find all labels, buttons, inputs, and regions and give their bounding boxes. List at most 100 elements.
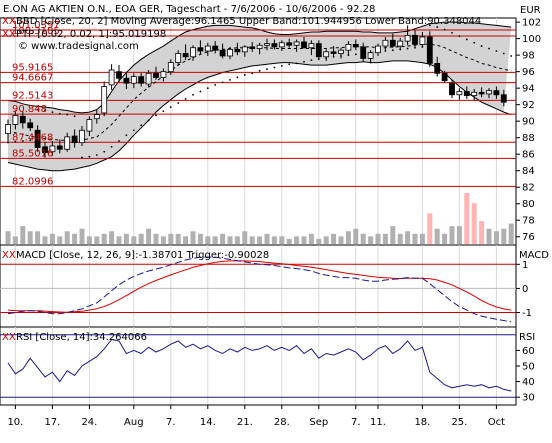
volume-bar-12: [94, 236, 100, 244]
ptp-dot-3: [29, 139, 32, 142]
ptp-dot-22: [169, 106, 172, 109]
x-tick-label-8: Sep: [309, 417, 328, 428]
candle-42: [315, 40, 322, 60]
volume-bars: [5, 193, 514, 244]
candle-body-54: [404, 34, 411, 42]
x-tick-label-11: 18.: [414, 417, 430, 428]
candle-body-3: [27, 122, 34, 129]
ptp-dot-5: [44, 109, 46, 112]
x-tick-label-2: 24.: [81, 417, 97, 428]
ptp-dot-54: [406, 47, 409, 50]
candle-body-65: [486, 90, 492, 95]
ptp-dot-63: [473, 41, 476, 44]
rsi-reference-lines: [0, 334, 516, 398]
candle-body-6: [49, 145, 56, 153]
candle-2: [19, 111, 26, 129]
ptp-dot-2: [21, 140, 24, 142]
candle-body-15: [116, 71, 122, 79]
level-labels: 82.0996 85.5016 87.4468 90.848 92.5143 94.666…: [12, 20, 60, 187]
watermark: © www.tradesignal.com: [18, 41, 139, 52]
ptp-dot-38: [288, 63, 291, 66]
candle-7: [56, 139, 63, 154]
candle-15: [116, 65, 122, 83]
candle-4: [34, 125, 41, 152]
volume-bar-20: [153, 233, 159, 244]
ptp-dot-25: [192, 93, 194, 96]
candle-body-17: [130, 76, 137, 84]
candle-52: [389, 33, 396, 48]
candle-body-30: [227, 48, 233, 57]
ptp-dot-29: [221, 81, 224, 84]
candle-body-55: [412, 34, 418, 45]
rsi-tick-label-2: 50: [522, 362, 535, 373]
candle-body-35: [264, 43, 270, 46]
x-tick-label-3: Aug: [124, 417, 144, 428]
price-axis: 76 78 80 82 84 86 88 90 92 94 96 98 100 102: [516, 18, 541, 243]
rsi-tick-label-3: 60: [522, 346, 535, 357]
macd-panel: [0, 244, 517, 328]
ptp-dot-10: [81, 156, 83, 159]
volume-bar-49: [368, 236, 374, 244]
candle-49: [367, 50, 374, 64]
bbd-marker: XX: [2, 16, 16, 27]
macd-panel-frame: [0, 244, 517, 328]
candle-11: [86, 116, 93, 137]
volume-bar-34: [257, 236, 263, 244]
candle-27: [204, 42, 211, 56]
volume-bar-29: [220, 233, 226, 244]
volume-bar-43: [323, 236, 329, 244]
candle-body-48: [360, 46, 367, 59]
ptp-dot-66: [495, 50, 498, 52]
candle-5: [42, 141, 48, 158]
candle-body-14: [108, 69, 115, 86]
volume-bar-63: [471, 203, 477, 244]
volume-bar-40: [301, 236, 307, 244]
ptp-dot-8: [66, 113, 69, 116]
candle-body-23: [175, 53, 182, 63]
candle-body-58: [434, 63, 441, 74]
candle-19: [145, 70, 152, 88]
candle-1: [12, 110, 19, 130]
volume-bar-62: [464, 193, 470, 244]
rsi-axis-label: RSI: [519, 332, 535, 343]
volume-bar-32: [242, 231, 248, 244]
ptp-dot-40: [303, 60, 305, 63]
level-label-1: 85.5016: [12, 148, 53, 159]
candle-18: [138, 72, 145, 87]
ptp-dot-7: [58, 112, 61, 115]
candle-56: [419, 32, 426, 48]
volume-bar-36: [271, 236, 277, 244]
ptp-dot-64: [480, 45, 483, 47]
support-resistance-lines: [0, 29, 516, 187]
volume-bar-11: [86, 236, 92, 244]
candle-body-11: [86, 119, 93, 132]
x-tick-label-6: 21.: [237, 417, 253, 428]
macd-tick-label-1: 0: [522, 284, 528, 295]
x-tick-label-12: 25.: [451, 417, 467, 428]
candle-63: [471, 88, 478, 101]
candle-body-9: [71, 135, 78, 144]
macd-tick-label-0: -1: [522, 308, 532, 319]
price-tick-label-0: 76: [522, 232, 535, 243]
ptp-dot-17: [132, 129, 135, 132]
candle-17: [130, 73, 137, 89]
x-tick-label-5: 14.: [200, 417, 216, 428]
ptp-dot-39: [295, 62, 298, 65]
candle-60: [449, 79, 455, 99]
volume-bar-5: [42, 236, 48, 244]
ptp-dot-52: [391, 49, 394, 52]
level-label-2: 87.4468: [12, 132, 53, 143]
volume-bar-0: [5, 231, 11, 244]
volume-bar-57: [427, 213, 433, 244]
volume-bar-27: [205, 236, 211, 244]
volume-bar-41: [308, 233, 314, 244]
candle-body-34: [256, 44, 263, 49]
candle-31: [234, 42, 241, 56]
ptp-dot-9: [73, 115, 76, 118]
volume-bar-3: [27, 231, 33, 244]
volume-bar-45: [338, 236, 344, 244]
ptp-dot-27: [206, 87, 209, 90]
ptp-dot-67: [502, 52, 505, 55]
candle-body-7: [56, 145, 63, 150]
candle-body-42: [315, 43, 322, 58]
